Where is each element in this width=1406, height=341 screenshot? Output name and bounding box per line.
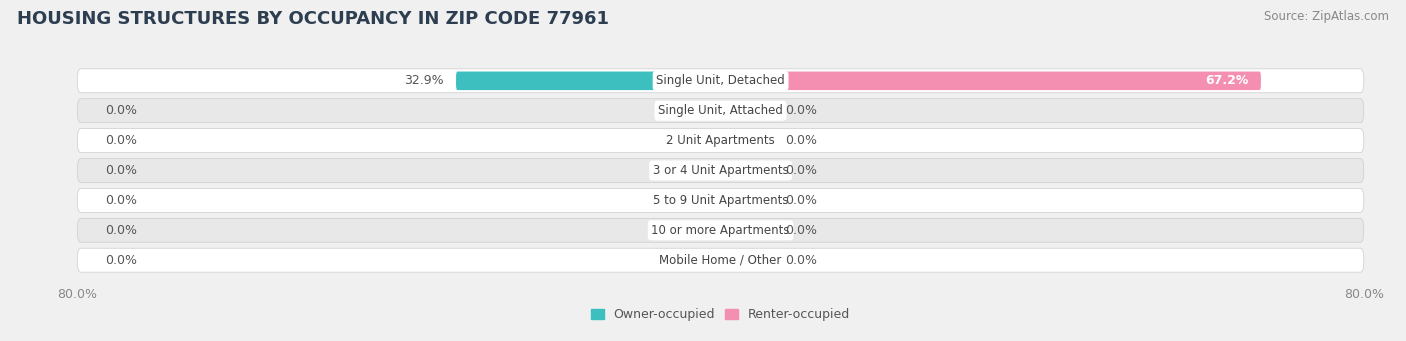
Text: 0.0%: 0.0%: [105, 104, 138, 117]
Text: HOUSING STRUCTURES BY OCCUPANCY IN ZIP CODE 77961: HOUSING STRUCTURES BY OCCUPANCY IN ZIP C…: [17, 10, 609, 28]
Text: 0.0%: 0.0%: [785, 194, 817, 207]
FancyBboxPatch shape: [77, 159, 1364, 182]
Text: 0.0%: 0.0%: [105, 194, 138, 207]
Text: 0.0%: 0.0%: [785, 164, 817, 177]
FancyBboxPatch shape: [668, 224, 721, 237]
FancyBboxPatch shape: [456, 72, 721, 90]
FancyBboxPatch shape: [77, 129, 1364, 152]
Text: Source: ZipAtlas.com: Source: ZipAtlas.com: [1264, 10, 1389, 23]
Text: Mobile Home / Other: Mobile Home / Other: [659, 254, 782, 267]
FancyBboxPatch shape: [77, 248, 1364, 272]
FancyBboxPatch shape: [668, 134, 721, 147]
FancyBboxPatch shape: [721, 164, 773, 177]
Text: Single Unit, Attached: Single Unit, Attached: [658, 104, 783, 117]
Text: 0.0%: 0.0%: [105, 164, 138, 177]
Text: 0.0%: 0.0%: [105, 134, 138, 147]
FancyBboxPatch shape: [77, 218, 1364, 242]
Text: 3 or 4 Unit Apartments: 3 or 4 Unit Apartments: [652, 164, 789, 177]
FancyBboxPatch shape: [721, 104, 773, 117]
Text: 0.0%: 0.0%: [785, 224, 817, 237]
FancyBboxPatch shape: [77, 99, 1364, 123]
FancyBboxPatch shape: [721, 72, 1261, 90]
Text: 0.0%: 0.0%: [785, 254, 817, 267]
FancyBboxPatch shape: [668, 104, 721, 117]
FancyBboxPatch shape: [721, 224, 773, 237]
Text: 0.0%: 0.0%: [785, 134, 817, 147]
Text: 0.0%: 0.0%: [785, 104, 817, 117]
FancyBboxPatch shape: [77, 69, 1364, 93]
FancyBboxPatch shape: [721, 134, 773, 147]
Legend: Owner-occupied, Renter-occupied: Owner-occupied, Renter-occupied: [591, 308, 851, 321]
Text: 67.2%: 67.2%: [1205, 74, 1249, 87]
Text: 32.9%: 32.9%: [405, 74, 444, 87]
FancyBboxPatch shape: [668, 194, 721, 207]
Text: 0.0%: 0.0%: [105, 254, 138, 267]
Text: 2 Unit Apartments: 2 Unit Apartments: [666, 134, 775, 147]
FancyBboxPatch shape: [77, 189, 1364, 212]
FancyBboxPatch shape: [668, 254, 721, 266]
Text: 10 or more Apartments: 10 or more Apartments: [651, 224, 790, 237]
Text: 0.0%: 0.0%: [105, 224, 138, 237]
FancyBboxPatch shape: [721, 254, 773, 266]
Text: Single Unit, Detached: Single Unit, Detached: [657, 74, 785, 87]
Text: 5 to 9 Unit Apartments: 5 to 9 Unit Apartments: [652, 194, 789, 207]
FancyBboxPatch shape: [721, 194, 773, 207]
FancyBboxPatch shape: [668, 164, 721, 177]
